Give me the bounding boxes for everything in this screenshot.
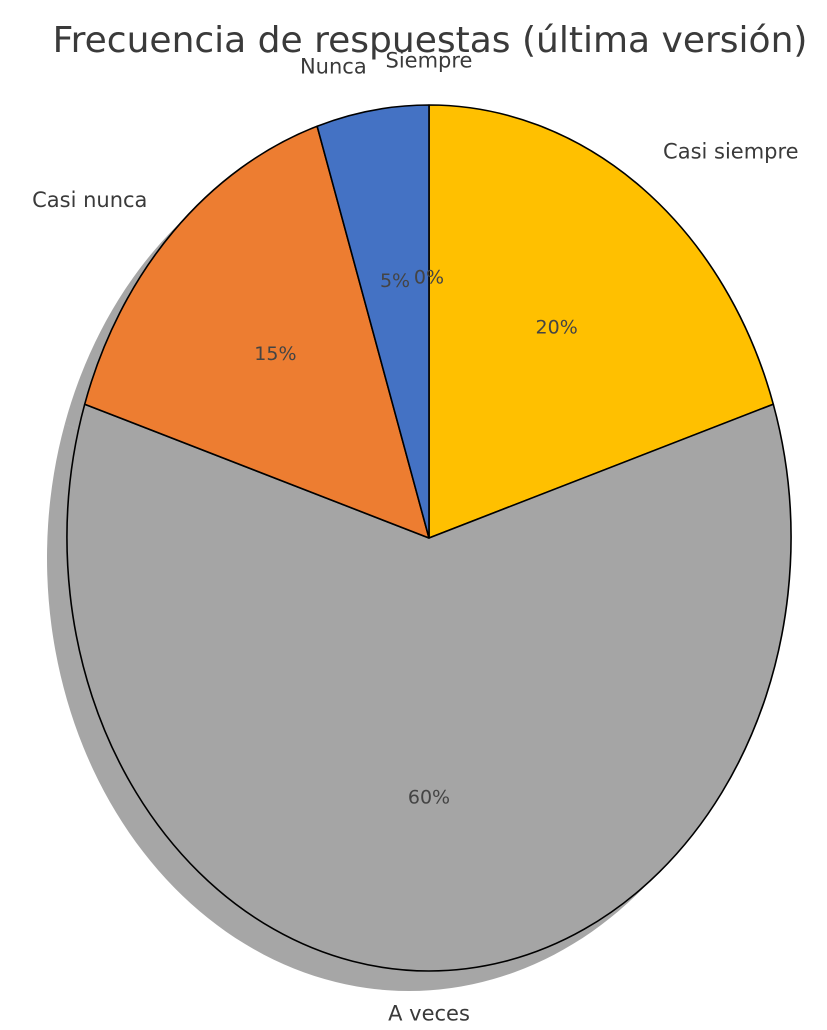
- slice-value-casi-siempre: 20%: [536, 316, 578, 338]
- slice-label-casi-nunca: Casi nunca: [32, 188, 147, 212]
- pie-slice-casi-nunca: [83, 125, 430, 539]
- pie-slice-casi-siempre: [428, 104, 775, 539]
- pie-slice-a-veces: [66, 403, 792, 972]
- slice-value-a-veces: 60%: [408, 786, 450, 808]
- pie-slices-layer: [66, 104, 792, 972]
- slice-value-nunca: 5%: [380, 270, 410, 292]
- slice-label-nunca: Nunca: [300, 55, 367, 79]
- slice-label-siempre: Siempre: [386, 49, 473, 73]
- slice-label-casi-siempre: Casi siempre: [663, 140, 799, 164]
- pie-slice-nunca: [316, 104, 430, 539]
- pie-labels-layer: Siempre 0% Casi siempre 20% A veces 60% Casi n…: [32, 49, 799, 1026]
- slice-value-casi-nunca: 15%: [254, 343, 296, 365]
- slice-label-a-veces: A veces: [388, 1001, 470, 1025]
- slice-value-siempre: 0%: [414, 267, 444, 289]
- chart-title: Frecuencia de respuestas (última versión…: [53, 20, 808, 61]
